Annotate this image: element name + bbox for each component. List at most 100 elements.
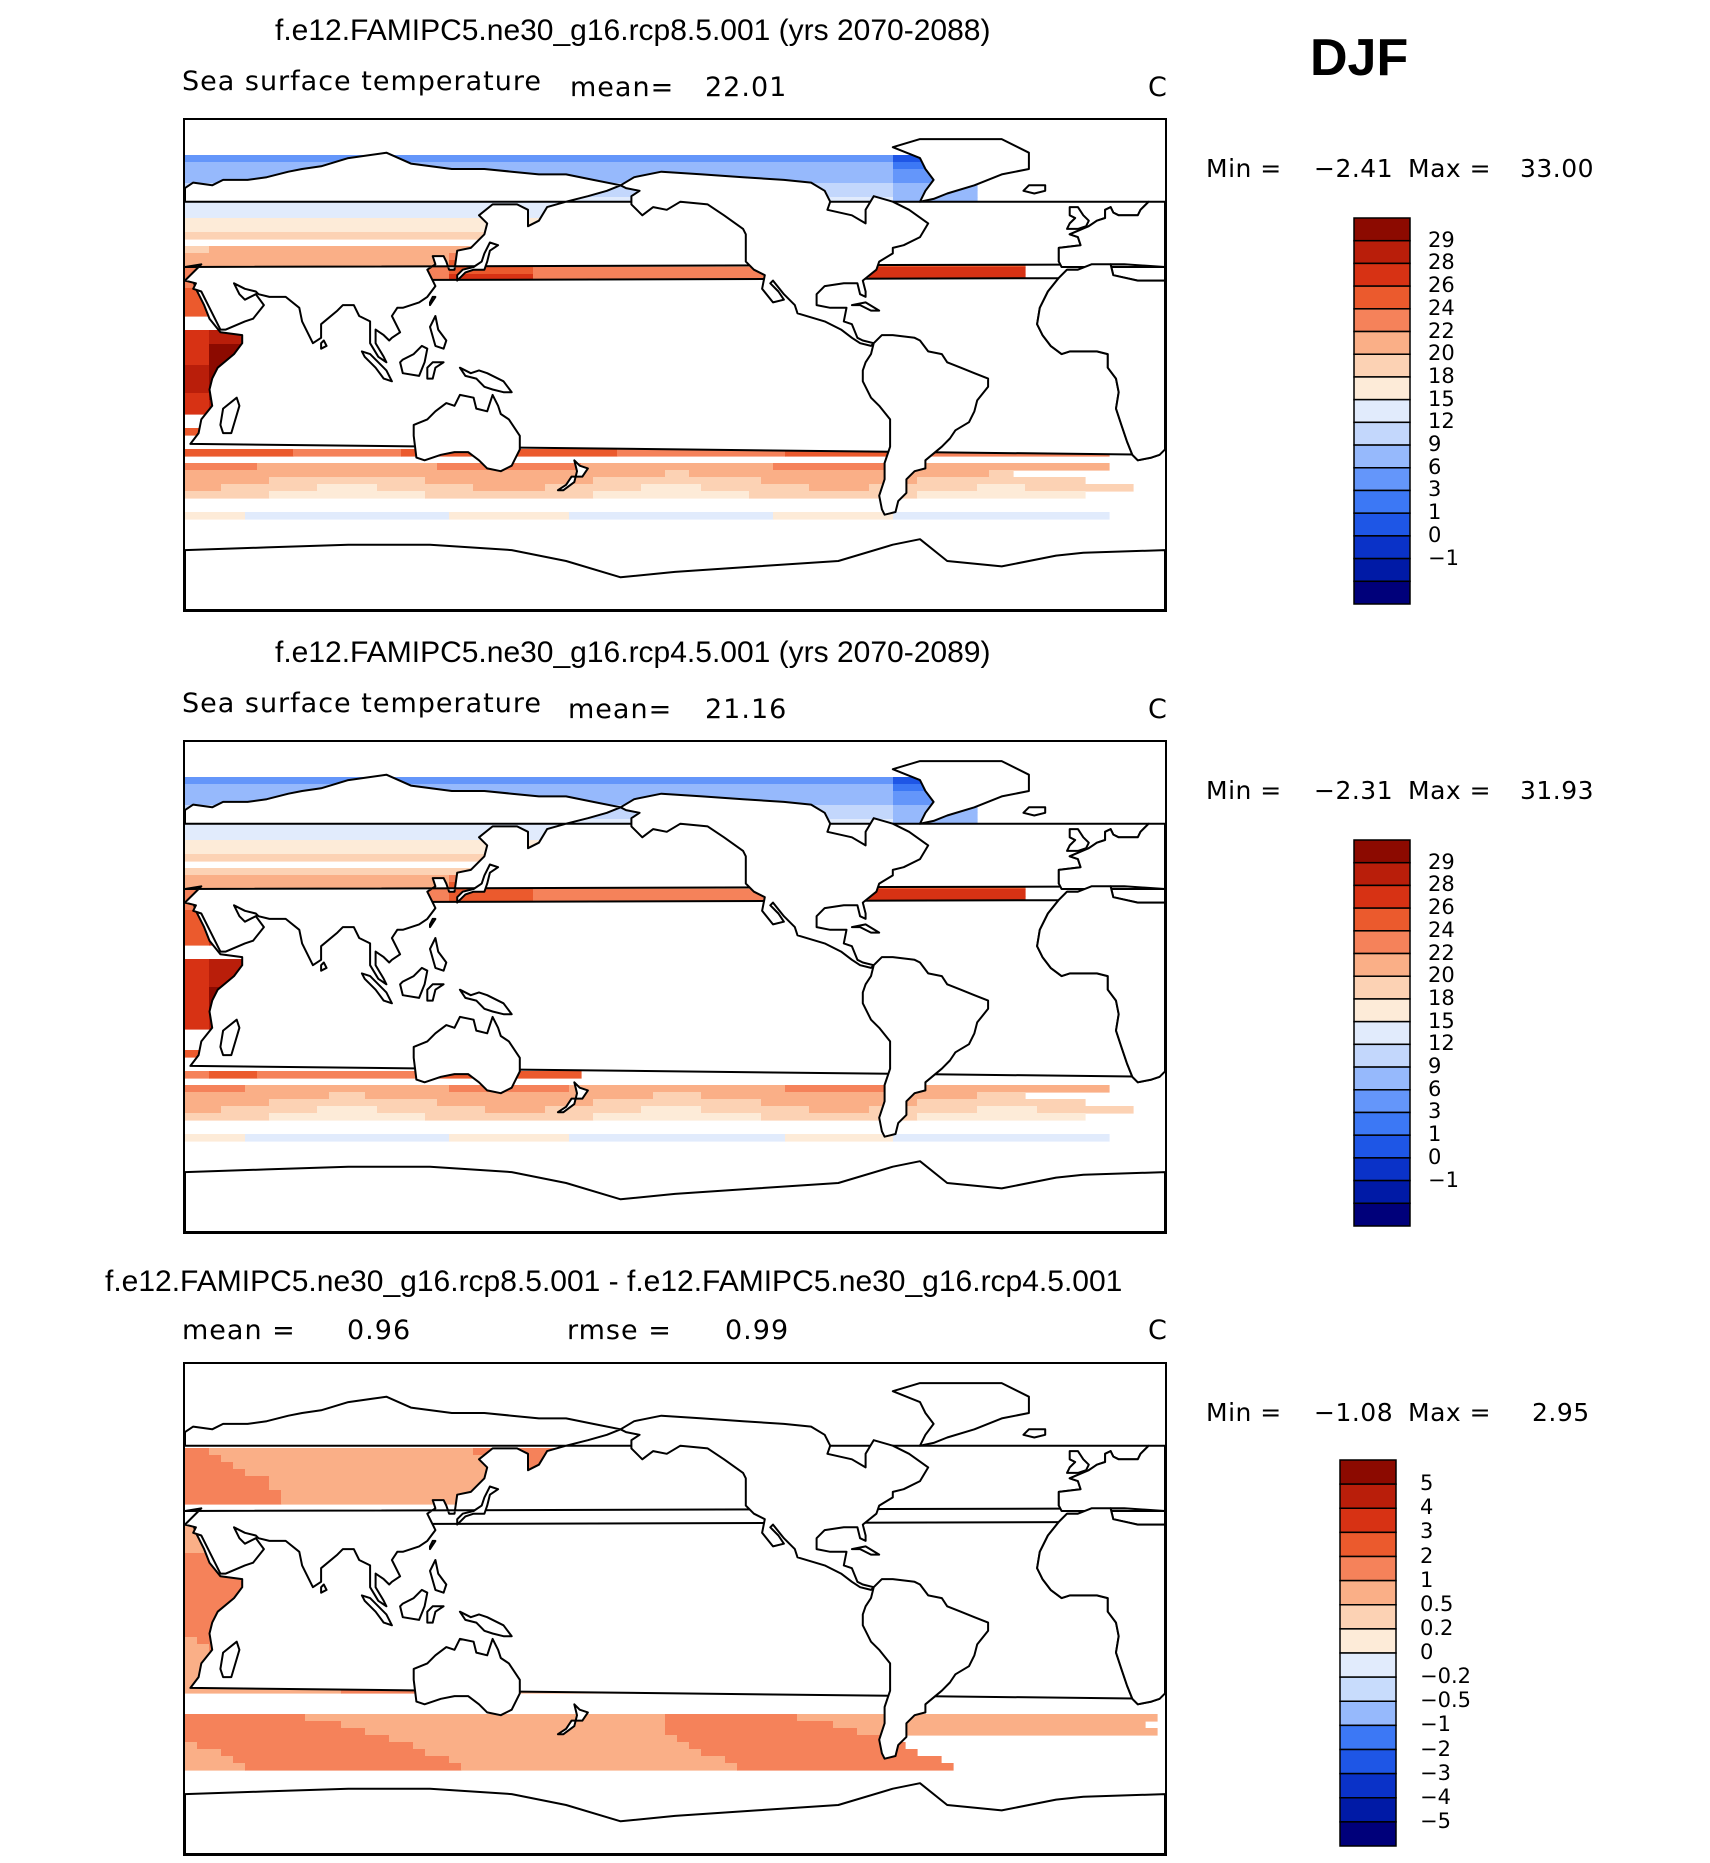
land-taiwan <box>429 917 437 929</box>
land-newguinea <box>458 1610 513 1638</box>
colorbar-tick-label: 22 <box>1428 940 1455 965</box>
land-africa_west <box>1036 1507 1165 1706</box>
land-iceland <box>1022 184 1047 195</box>
colorbar-swatch <box>1353 1020 1411 1046</box>
colorbar-swatch <box>1353 884 1411 909</box>
colorbar-tick-label: 1 <box>1420 1567 1434 1592</box>
colorbar-swatch <box>1353 998 1411 1023</box>
land-srilanka <box>320 339 328 350</box>
colorbar-swatch <box>1353 1066 1411 1091</box>
panel1-max-value: 33.00 <box>1520 154 1595 183</box>
colorbar-swatch <box>1353 239 1411 265</box>
panel3-min-value: −1.08 <box>1314 1398 1394 1427</box>
panel3-max-label: Max = <box>1408 1398 1492 1427</box>
colorbar-tick-label: 18 <box>1428 985 1455 1010</box>
land-antarctica <box>185 538 1165 610</box>
colorbar-tick-label: 22 <box>1428 318 1455 343</box>
colorbar-swatch <box>1353 1043 1411 1068</box>
colorbar-swatch <box>1353 907 1411 932</box>
panel1-map <box>183 118 1167 612</box>
land-sumatra <box>360 350 393 383</box>
panel3-min-label: Min = <box>1206 1398 1282 1427</box>
colorbar-swatch <box>1339 1628 1397 1654</box>
colorbar-swatch <box>1353 557 1411 583</box>
colorbar-swatch <box>1339 1676 1397 1702</box>
colorbar-swatch <box>1353 308 1411 333</box>
land-madagascar <box>219 1018 241 1057</box>
colorbar-tick-label: −1 <box>1428 545 1459 570</box>
colorbar-swatch <box>1339 1772 1397 1799</box>
colorbar-swatch <box>1353 580 1411 605</box>
land-greenland <box>891 760 1030 825</box>
panel2-min-label: Min = <box>1206 776 1282 805</box>
colorbar-swatch <box>1353 1089 1411 1114</box>
land-sulawesi <box>426 983 445 1002</box>
colorbar-swatch <box>1353 398 1411 424</box>
panel3-rmse-label: rmse = <box>567 1315 672 1346</box>
colorbar-swatch <box>1353 512 1411 537</box>
colorbar-tick-label: −0.2 <box>1420 1664 1471 1689</box>
land-australia <box>412 1637 521 1717</box>
colorbar-swatch <box>1353 1157 1411 1182</box>
colorbar-tick-label: 18 <box>1428 363 1455 388</box>
panel2-map-svg <box>185 760 1165 1232</box>
colorbar-tick-label: 0.5 <box>1420 1591 1454 1616</box>
colorbar-tick-label: 29 <box>1428 227 1455 252</box>
colorbar-tick-label: −2 <box>1420 1736 1451 1761</box>
colorbar-tick-label: 26 <box>1428 895 1455 920</box>
land-north_america <box>619 170 930 347</box>
colorbar-tick-label: 2 <box>1420 1543 1434 1568</box>
land-iceland <box>1022 1428 1047 1439</box>
colorbar-swatch <box>1353 444 1411 469</box>
panel1-title: f.e12.FAMIPC5.ne30_g16.rcp8.5.001 (yrs 2… <box>275 14 991 47</box>
land-africa_west <box>1036 885 1165 1084</box>
colorbar-tick-label: 28 <box>1428 250 1455 275</box>
panel3-colorbar <box>1338 1458 1398 1853</box>
panel2-mean-label: mean= <box>568 694 673 725</box>
panel1-mean-value: 22.01 <box>705 72 788 103</box>
colorbar-swatch <box>1353 1179 1411 1205</box>
colorbar-tick-label: 1 <box>1428 500 1442 525</box>
panel2-colorbar-svg <box>1353 839 1411 1227</box>
land-north_america <box>619 1414 930 1591</box>
land-africa_west <box>1036 263 1165 462</box>
colorbar-tick-label: 28 <box>1428 872 1455 897</box>
colorbar-tick-label: −5 <box>1420 1808 1451 1833</box>
panel1-units: C <box>1148 72 1168 103</box>
land-philippines <box>429 315 448 350</box>
panel2-title: f.e12.FAMIPC5.ne30_g16.rcp4.5.001 (yrs 2… <box>275 636 991 669</box>
panel1-min-label: Min = <box>1206 154 1282 183</box>
colorbar-tick-label: 9 <box>1428 432 1442 457</box>
land-south_america <box>861 334 990 516</box>
colorbar-swatch <box>1353 1111 1411 1136</box>
panel3-units: C <box>1148 1315 1168 1346</box>
colorbar-tick-label: 15 <box>1428 386 1455 411</box>
land-australia <box>412 393 521 473</box>
colorbar-tick-label: 24 <box>1428 917 1455 942</box>
colorbar-tick-label: 4 <box>1420 1495 1434 1520</box>
land-borneo <box>399 966 429 999</box>
colorbar-swatch <box>1353 535 1411 560</box>
colorbar-swatch <box>1353 861 1411 887</box>
land-japan <box>456 1485 500 1526</box>
land-uk <box>1066 1450 1090 1474</box>
panel1-colorbar <box>1352 216 1412 611</box>
colorbar-swatch <box>1339 1724 1397 1751</box>
colorbar-swatch <box>1353 975 1411 1000</box>
land-greenland <box>891 1382 1030 1447</box>
land-antarctica <box>185 1782 1165 1854</box>
land-masses <box>185 138 1165 610</box>
land-cuba <box>850 1545 881 1556</box>
colorbar-swatch <box>1353 262 1411 287</box>
land-sumatra <box>360 1594 393 1627</box>
land-australia <box>412 1015 521 1095</box>
colorbar-tick-label: 9 <box>1428 1054 1442 1079</box>
panel1-mean-label: mean= <box>570 72 675 103</box>
land-japan <box>456 241 500 282</box>
land-newguinea <box>458 988 513 1016</box>
colorbar-tick-label: 0.2 <box>1420 1615 1454 1640</box>
colorbar-swatch <box>1339 1555 1397 1582</box>
colorbar-swatch <box>1339 1579 1397 1606</box>
colorbar-swatch <box>1353 489 1411 514</box>
land-japan <box>456 863 500 904</box>
